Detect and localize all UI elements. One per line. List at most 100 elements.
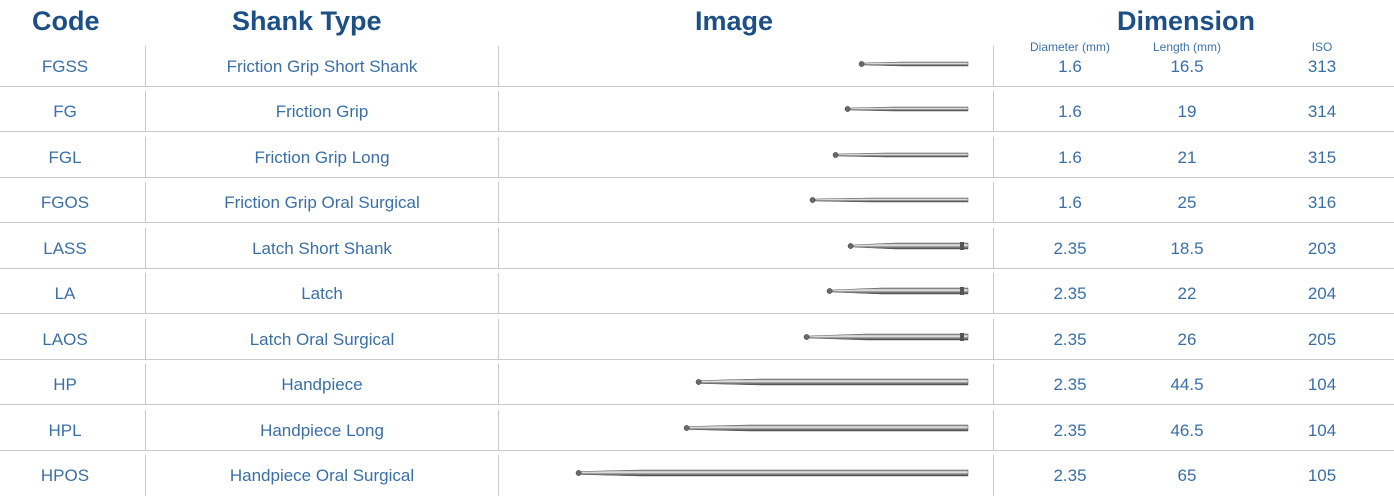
burr-image bbox=[847, 242, 969, 250]
code-cell: LASS bbox=[43, 239, 87, 258]
table-row: HP Handpiece 2.35 44.5 104 bbox=[0, 364, 1394, 405]
iso-subheader: ISO bbox=[1311, 40, 1333, 54]
table-row: HPL Handpiece Long 2.35 46.5 104 bbox=[0, 410, 1394, 451]
row-divider bbox=[0, 222, 1394, 223]
diameter-subheader: Diameter (mm) bbox=[1030, 40, 1110, 54]
row-divider bbox=[0, 450, 1394, 451]
column-divider bbox=[498, 410, 499, 451]
burr-image bbox=[803, 333, 969, 341]
column-divider bbox=[145, 182, 146, 223]
column-divider bbox=[145, 91, 146, 132]
shank-type-cell: Latch Short Shank bbox=[252, 239, 392, 258]
row-divider bbox=[0, 177, 1394, 178]
length-cell: 44.5 bbox=[1170, 375, 1204, 394]
column-divider bbox=[498, 364, 499, 405]
column-divider bbox=[145, 410, 146, 451]
length-cell: 21 bbox=[1177, 148, 1197, 167]
column-divider bbox=[145, 273, 146, 314]
diameter-cell: 1.6 bbox=[1058, 57, 1082, 76]
length-cell: 26 bbox=[1177, 330, 1197, 349]
column-divider bbox=[145, 46, 146, 87]
length-cell: 22 bbox=[1177, 284, 1197, 303]
diameter-cell: 1.6 bbox=[1058, 193, 1082, 212]
column-divider bbox=[993, 455, 994, 496]
column-divider bbox=[498, 182, 499, 223]
table-row: FGOS Friction Grip Oral Surgical 1.6 25 316 bbox=[0, 182, 1394, 223]
row-divider bbox=[0, 359, 1394, 360]
iso-cell: 313 bbox=[1307, 57, 1337, 76]
code-cell: HPL bbox=[48, 421, 82, 440]
code-cell: FGL bbox=[48, 148, 82, 167]
code-cell: FGOS bbox=[40, 193, 90, 212]
column-divider bbox=[145, 228, 146, 269]
shank-type-cell: Friction Grip Oral Surgical bbox=[224, 193, 420, 212]
iso-cell: 105 bbox=[1307, 466, 1337, 485]
burr-image bbox=[832, 152, 969, 158]
dimension-header: Dimension bbox=[1117, 6, 1256, 36]
row-divider bbox=[0, 313, 1394, 314]
column-divider bbox=[498, 137, 499, 178]
column-divider bbox=[498, 319, 499, 360]
diameter-cell: 1.6 bbox=[1058, 148, 1082, 167]
length-cell: 16.5 bbox=[1170, 57, 1204, 76]
iso-cell: 204 bbox=[1307, 284, 1337, 303]
diameter-cell: 2.35 bbox=[1053, 375, 1087, 394]
code-cell: FG bbox=[53, 102, 77, 121]
iso-cell: 203 bbox=[1307, 239, 1337, 258]
column-divider bbox=[993, 273, 994, 314]
column-divider bbox=[498, 273, 499, 314]
iso-cell: 316 bbox=[1307, 193, 1337, 212]
column-divider bbox=[498, 91, 499, 132]
burr-image bbox=[575, 469, 969, 477]
column-divider bbox=[145, 137, 146, 178]
column-divider bbox=[993, 410, 994, 451]
shank-type-cell: Handpiece Long bbox=[260, 421, 384, 440]
shank-type-header: Shank Type bbox=[232, 6, 382, 36]
code-cell: HP bbox=[53, 375, 77, 394]
column-divider bbox=[993, 319, 994, 360]
iso-cell: 104 bbox=[1307, 375, 1337, 394]
length-subheader: Length (mm) bbox=[1152, 40, 1222, 54]
length-cell: 25 bbox=[1177, 193, 1197, 212]
table-row: LASS Latch Short Shank 2.35 18.5 203 bbox=[0, 228, 1394, 269]
code-cell: FGSS bbox=[41, 57, 89, 76]
table-row: FG Friction Grip 1.6 19 314 bbox=[0, 91, 1394, 132]
column-divider bbox=[993, 228, 994, 269]
diameter-cell: 2.35 bbox=[1053, 421, 1087, 440]
length-cell: 46.5 bbox=[1170, 421, 1204, 440]
code-cell: HPOS bbox=[40, 466, 90, 485]
column-divider bbox=[993, 46, 994, 87]
column-divider bbox=[993, 91, 994, 132]
image-header: Image bbox=[695, 6, 774, 36]
shank-type-cell: Handpiece Oral Surgical bbox=[229, 466, 415, 485]
length-cell: 18.5 bbox=[1170, 239, 1204, 258]
column-divider bbox=[993, 182, 994, 223]
shank-type-cell: Friction Grip Short Shank bbox=[226, 57, 418, 76]
table-row: LAOS Latch Oral Surgical 2.35 26 205 bbox=[0, 319, 1394, 360]
row-divider bbox=[0, 404, 1394, 405]
column-divider bbox=[498, 455, 499, 496]
row-divider bbox=[0, 86, 1394, 87]
shank-type-cell: Friction Grip Long bbox=[254, 148, 390, 167]
burr-image bbox=[844, 106, 969, 112]
shank-type-cell: Latch bbox=[301, 284, 343, 303]
burr-image bbox=[858, 61, 969, 67]
code-cell: LAOS bbox=[42, 330, 88, 349]
column-divider bbox=[145, 455, 146, 496]
code-header: Code bbox=[32, 6, 100, 36]
table-row: FGSS Friction Grip Short Shank 1.6 16.5 313 bbox=[0, 46, 1394, 87]
diameter-cell: 1.6 bbox=[1058, 102, 1082, 121]
column-divider bbox=[145, 364, 146, 405]
shank-type-cell: Latch Oral Surgical bbox=[249, 330, 395, 349]
row-divider bbox=[0, 131, 1394, 132]
length-cell: 65 bbox=[1177, 466, 1197, 485]
length-cell: 19 bbox=[1177, 102, 1197, 121]
diameter-cell: 2.35 bbox=[1053, 284, 1087, 303]
table-row: LA Latch 2.35 22 204 bbox=[0, 273, 1394, 314]
burr-image bbox=[826, 287, 969, 295]
burr-image bbox=[683, 424, 969, 432]
column-divider bbox=[145, 319, 146, 360]
shank-type-cell: Friction Grip bbox=[275, 102, 369, 121]
column-divider bbox=[993, 364, 994, 405]
iso-cell: 205 bbox=[1307, 330, 1337, 349]
